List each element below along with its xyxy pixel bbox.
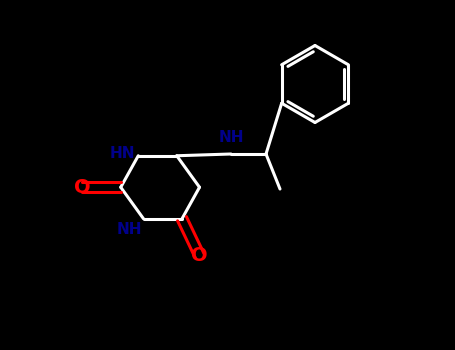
Text: O: O (74, 178, 91, 197)
Text: NH: NH (218, 130, 244, 145)
Text: O: O (191, 246, 208, 265)
Text: HN: HN (110, 147, 136, 161)
Text: NH: NH (116, 222, 142, 237)
